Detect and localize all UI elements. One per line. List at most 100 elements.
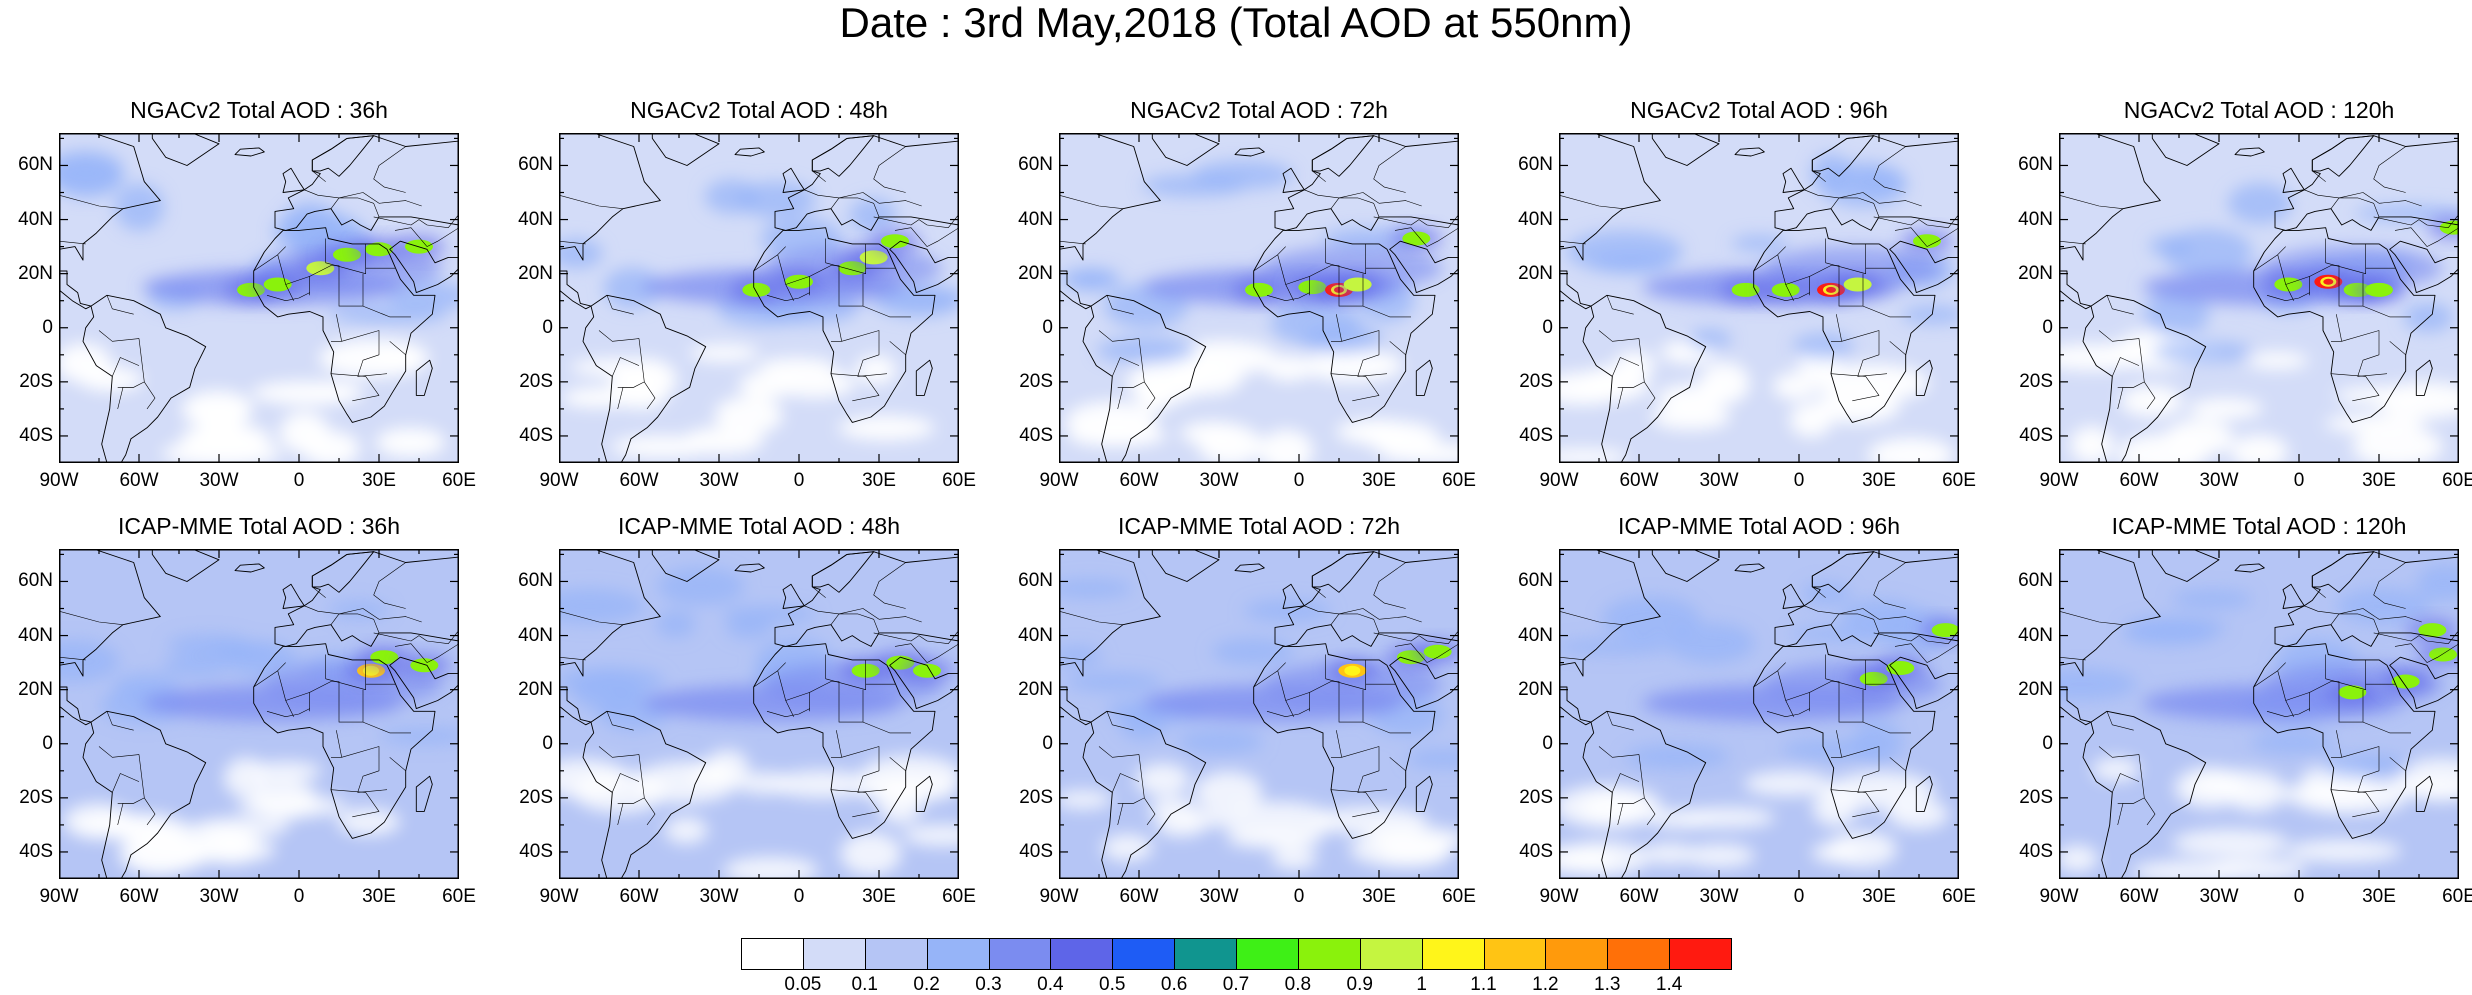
coastline-central-america: [59, 686, 92, 726]
colorbar-cell: [864, 938, 928, 970]
lon-tick-label: 0: [1293, 470, 1305, 491]
colorbar-label: 1.3: [1594, 974, 1621, 995]
lon-tick-label: 0: [1793, 886, 1805, 907]
lat-tick-label: 60N: [518, 570, 553, 592]
lat-tick-label: 60N: [2018, 570, 2053, 592]
lon-tick-label: 0: [1293, 886, 1305, 907]
map-panel-ngacv2-36h: NGACv2 Total AOD : 36h 60N 40N 20N 0 20S 40S 90…: [18, 97, 476, 491]
lon-tick-label: 30W: [1199, 470, 1239, 491]
lat-tick-label: 40S: [1019, 424, 1053, 446]
coastline-madagascar: [2415, 359, 2433, 396]
map-panel-icap-mme-48h: ICAP-MME Total AOD : 48h 60N 40N 20N 0 20S 40S…: [518, 513, 976, 907]
coastline-south-america: [2082, 294, 2207, 463]
lon-tick-label: 30W: [2199, 470, 2239, 491]
coastline-north-america: [2059, 549, 2161, 677]
lon-tick-label: 30E: [1362, 886, 1396, 907]
lat-tick-label: 20S: [2019, 370, 2053, 392]
lon-tick-label: 60E: [442, 470, 476, 491]
aod-plume: [1731, 282, 1760, 297]
lon-tick-label: 60W: [1119, 886, 1159, 907]
aod-plume: [859, 250, 888, 265]
lon-tick-label: 60E: [1942, 470, 1976, 491]
coastline-arabia: [2389, 240, 2459, 294]
lat-tick-label: 0: [1042, 316, 1053, 338]
coastline-africa: [1253, 643, 1436, 839]
coastline-europe: [274, 551, 459, 647]
coastline-iceland: [734, 147, 765, 157]
lon-tick-label: 60E: [1442, 886, 1476, 907]
aod-plume: [2365, 282, 2393, 297]
coastline-arabia: [389, 656, 459, 710]
coastline-madagascar: [1415, 359, 1433, 396]
coastline-europe: [1774, 551, 1959, 647]
colorbar-label: 0.7: [1222, 974, 1250, 995]
coastline-iceland: [2234, 147, 2265, 157]
lat-tick-label: 40S: [2019, 840, 2053, 862]
coastline-greenland: [151, 549, 220, 582]
panel-title: NGACv2 Total AOD : 72h: [1130, 97, 1388, 123]
lat-tick-label: 0: [2042, 316, 2053, 338]
lat-tick-label: 20S: [1519, 786, 1553, 808]
aod-map: [2059, 133, 2459, 463]
lat-tick-label: 0: [42, 316, 53, 338]
map-panel-ngacv2-96h: NGACv2 Total AOD : 96h 60N 40N 20N 0 20S 40S 90…: [1518, 97, 1976, 491]
lat-tick-label: 40N: [1018, 624, 1053, 646]
coastline-greenland: [2151, 133, 2220, 166]
coastline-greenland: [2151, 549, 2220, 582]
coastline-arabia: [889, 656, 959, 710]
aod-plume: [306, 261, 335, 276]
coastline-greenland: [1651, 549, 1720, 582]
coastline-south-america: [582, 294, 707, 463]
lon-tick-label: 60W: [1619, 470, 1659, 491]
coastline-arabia: [1389, 240, 1459, 294]
lon-tick-label: 60W: [619, 470, 659, 491]
aod-plume: [370, 650, 399, 665]
coastline-iceland: [2234, 563, 2265, 573]
figure-title: Date : 3rd May,2018 (Total AOD at 550nm): [839, 0, 1633, 46]
lat-tick-label: 40S: [1019, 840, 1053, 862]
colorbar-label: 0.8: [1284, 974, 1312, 995]
aod-map: [2059, 549, 2459, 879]
panel-title: NGACv2 Total AOD : 120h: [2123, 97, 2395, 123]
lon-tick-label: 30W: [199, 470, 239, 491]
colorbar-label: 1.2: [1532, 974, 1559, 995]
map-panel-ngacv2-120h: NGACv2 Total AOD : 120h 60N 40N 20N 0 20S 40S 9…: [2018, 97, 2472, 491]
aod-plume: [1423, 644, 1452, 659]
coastline-africa: [253, 643, 436, 839]
lat-tick-label: 40S: [519, 424, 553, 446]
lon-tick-label: 30W: [1699, 470, 1739, 491]
coastline-north-america: [559, 549, 661, 677]
colorbar-cell: [1545, 938, 1609, 970]
map-panel-icap-mme-72h: ICAP-MME Total AOD : 72h 60N 40N 20N 0 20S 40S…: [1018, 513, 1476, 907]
aod-plume: [365, 242, 393, 257]
colorbar-cell: [1112, 938, 1176, 970]
lon-tick-label: 60E: [942, 470, 976, 491]
coastline-europe: [1774, 135, 1959, 231]
lat-tick-label: 40S: [19, 840, 53, 862]
coastline-madagascar: [415, 775, 433, 812]
lon-tick-label: 90W: [39, 470, 79, 491]
lat-tick-label: 60N: [1018, 154, 1053, 176]
lon-tick-label: 30W: [2199, 886, 2239, 907]
aod-map: [59, 133, 459, 463]
map-panel-icap-mme-96h: ICAP-MME Total AOD : 96h 60N 40N 20N 0 20S 40S…: [1518, 513, 1976, 907]
coastline-scandinavia: [1311, 551, 1375, 593]
lon-tick-label: 30E: [2362, 886, 2396, 907]
colorbar-label: 0.9: [1346, 974, 1373, 995]
lon-tick-label: 60W: [119, 470, 159, 491]
lat-tick-label: 20N: [1518, 678, 1553, 700]
map-panel-ngacv2-48h: NGACv2 Total AOD : 48h 60N 40N 20N 0 20S 40S 90…: [518, 97, 976, 491]
aod-plume: [410, 658, 439, 673]
coastline-central-america: [1559, 270, 1592, 310]
aod-plume: [1771, 282, 1800, 297]
coastline-europe: [1274, 551, 1459, 647]
coastline-africa: [2253, 227, 2436, 423]
colorbar-label: 1: [1416, 974, 1427, 995]
lat-tick-label: 0: [42, 732, 53, 754]
aod-plume: [263, 277, 292, 292]
coastline-north-america: [59, 549, 161, 677]
coastline-iceland: [734, 563, 765, 573]
lat-tick-label: 60N: [18, 154, 53, 176]
coastline-central-america: [2059, 270, 2092, 310]
lon-tick-label: 30E: [862, 886, 896, 907]
